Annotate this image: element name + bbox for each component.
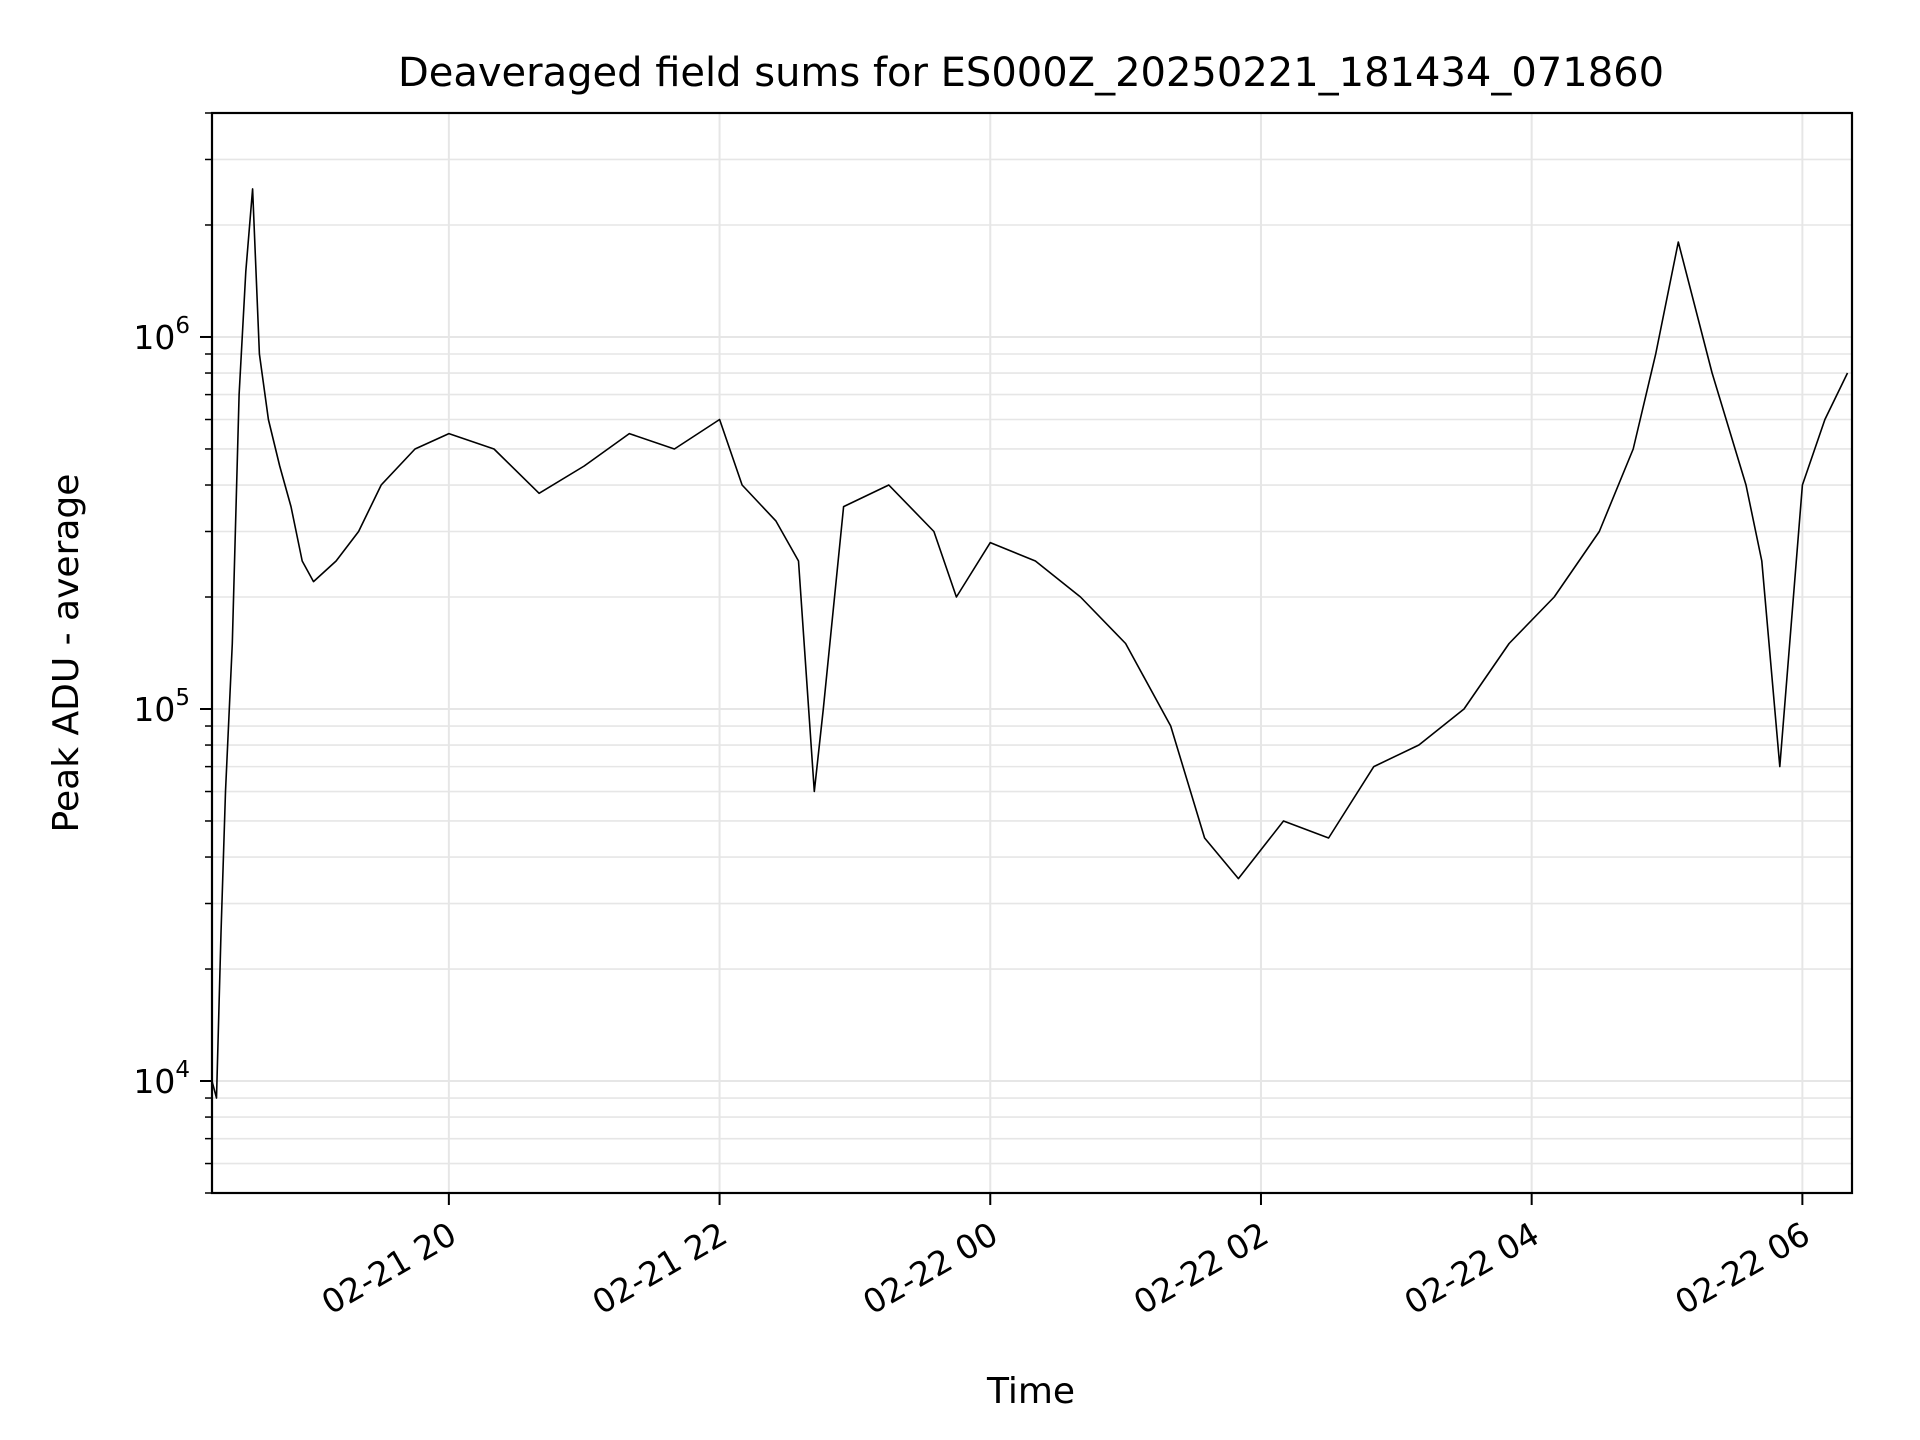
y-tick-label: 105 (133, 685, 190, 729)
series-line (211, 188, 1849, 1099)
plot-frame (210, 111, 1854, 1195)
plot-area (211, 188, 1849, 1099)
grid (212, 112, 1852, 1194)
y-tick-label: 106 (133, 313, 190, 357)
x-axis-label: Time (986, 1371, 1075, 1412)
y-axis-label: Peak ADU - average (46, 474, 87, 833)
y-tick-label: 104 (133, 1057, 190, 1101)
chart-title: Deaveraged field sums for ES000Z_2025022… (398, 50, 1664, 96)
